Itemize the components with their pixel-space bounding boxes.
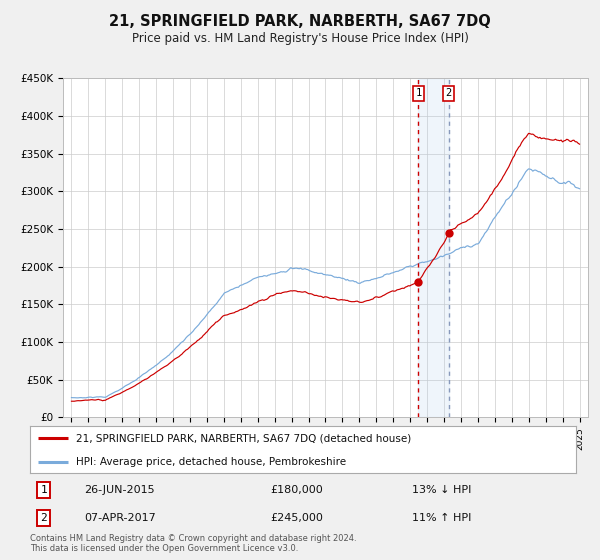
Bar	[418, 78, 449, 417]
Text: HPI: Average price, detached house, Pembrokeshire: HPI: Average price, detached house, Pemb…	[76, 458, 347, 467]
Text: 07-APR-2017: 07-APR-2017	[85, 514, 157, 523]
Text: 1: 1	[415, 88, 422, 99]
Text: £180,000: £180,000	[270, 485, 323, 494]
Text: Price paid vs. HM Land Registry's House Price Index (HPI): Price paid vs. HM Land Registry's House …	[131, 32, 469, 45]
Text: 13% ↓ HPI: 13% ↓ HPI	[412, 485, 472, 494]
Text: 11% ↑ HPI: 11% ↑ HPI	[412, 514, 472, 523]
Text: 21, SPRINGFIELD PARK, NARBERTH, SA67 7DQ: 21, SPRINGFIELD PARK, NARBERTH, SA67 7DQ	[109, 14, 491, 29]
Text: 1: 1	[40, 485, 47, 494]
Text: 2: 2	[445, 88, 452, 99]
Text: 2: 2	[40, 514, 47, 523]
Text: £245,000: £245,000	[270, 514, 323, 523]
Text: 21, SPRINGFIELD PARK, NARBERTH, SA67 7DQ (detached house): 21, SPRINGFIELD PARK, NARBERTH, SA67 7DQ…	[76, 433, 412, 444]
Text: Contains HM Land Registry data © Crown copyright and database right 2024.
This d: Contains HM Land Registry data © Crown c…	[30, 534, 356, 553]
Text: 26-JUN-2015: 26-JUN-2015	[85, 485, 155, 494]
